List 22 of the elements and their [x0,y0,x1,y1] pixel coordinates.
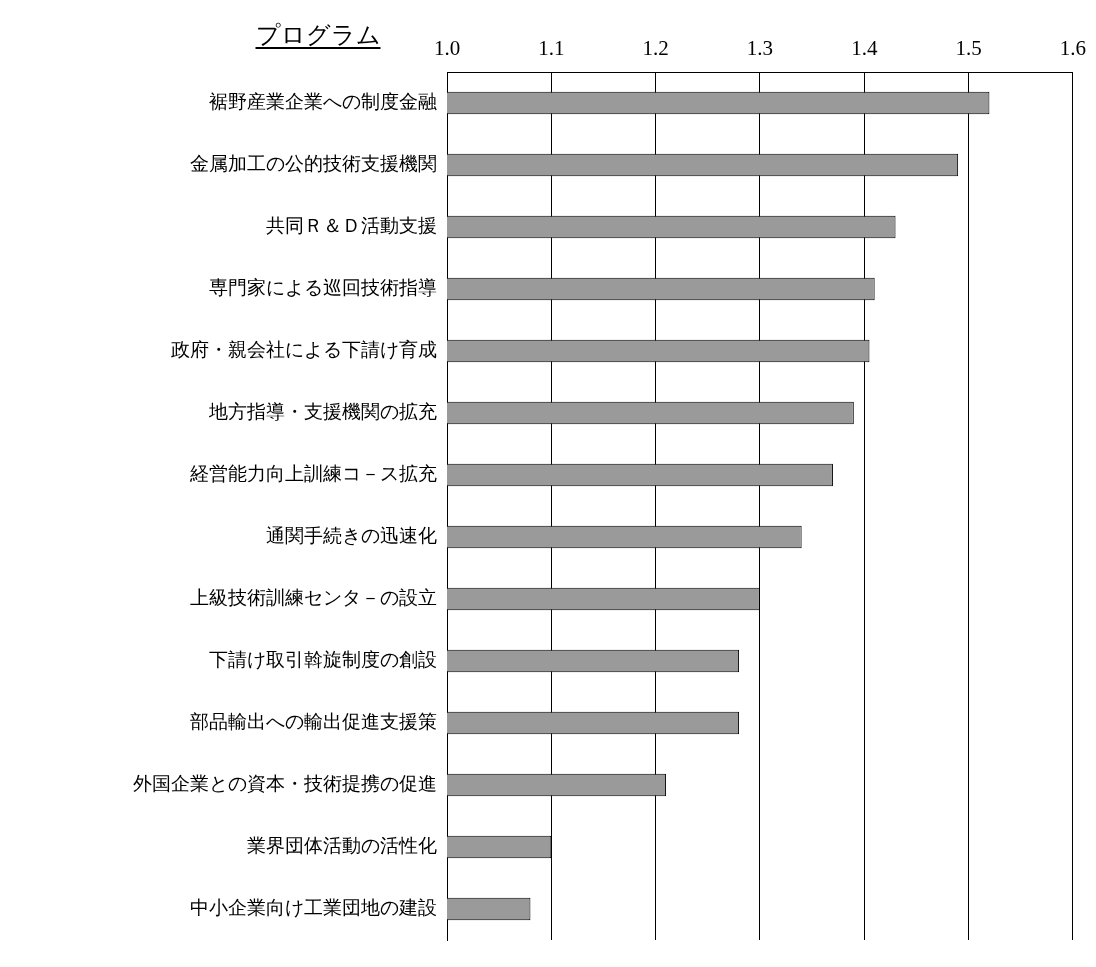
y-tick-label: 共同Ｒ＆Ｄ活動支援 [266,213,437,236]
y-tick-label: 政府・親会社による下請け育成 [171,337,437,360]
y-tick-label: 業界団体活動の活性化 [247,833,437,856]
y-tick-label: 部品輸出への輸出促進支援策 [190,709,437,732]
x-tick-label: 1.3 [746,35,774,60]
y-axis-title: プログラム [255,21,381,49]
y-tick-label: 上級技術訓練センタ－の設立 [190,585,437,608]
y-tick-label: 中小企業向け工業団地の建設 [190,895,437,918]
y-tick-label: 経営能力向上訓練コ－ス拡充 [189,461,437,484]
y-tick-label: 下請け取引斡旋制度の創設 [209,647,437,670]
y-tick-label: 外国企業との資本・技術提携の促進 [133,771,437,794]
x-tick-label: 1.5 [955,35,982,60]
y-tick-label: 金属加工の公的技術支援機関 [190,151,437,174]
x-tick-label: 1.2 [642,35,669,60]
x-tick-label: 1.0 [433,35,461,60]
x-tick-label: 1.4 [851,35,878,60]
y-tick-label: 地方指導・支援機関の拡充 [208,399,437,422]
y-tick-label: 裾野産業企業への制度金融 [209,89,437,112]
x-tick-label: 1.6 [1059,35,1086,60]
y-tick-label: 通関手続きの迅速化 [266,523,437,546]
x-tick-label: 1.1 [538,35,565,60]
y-tick-label: 専門家による巡回技術指導 [209,275,437,298]
